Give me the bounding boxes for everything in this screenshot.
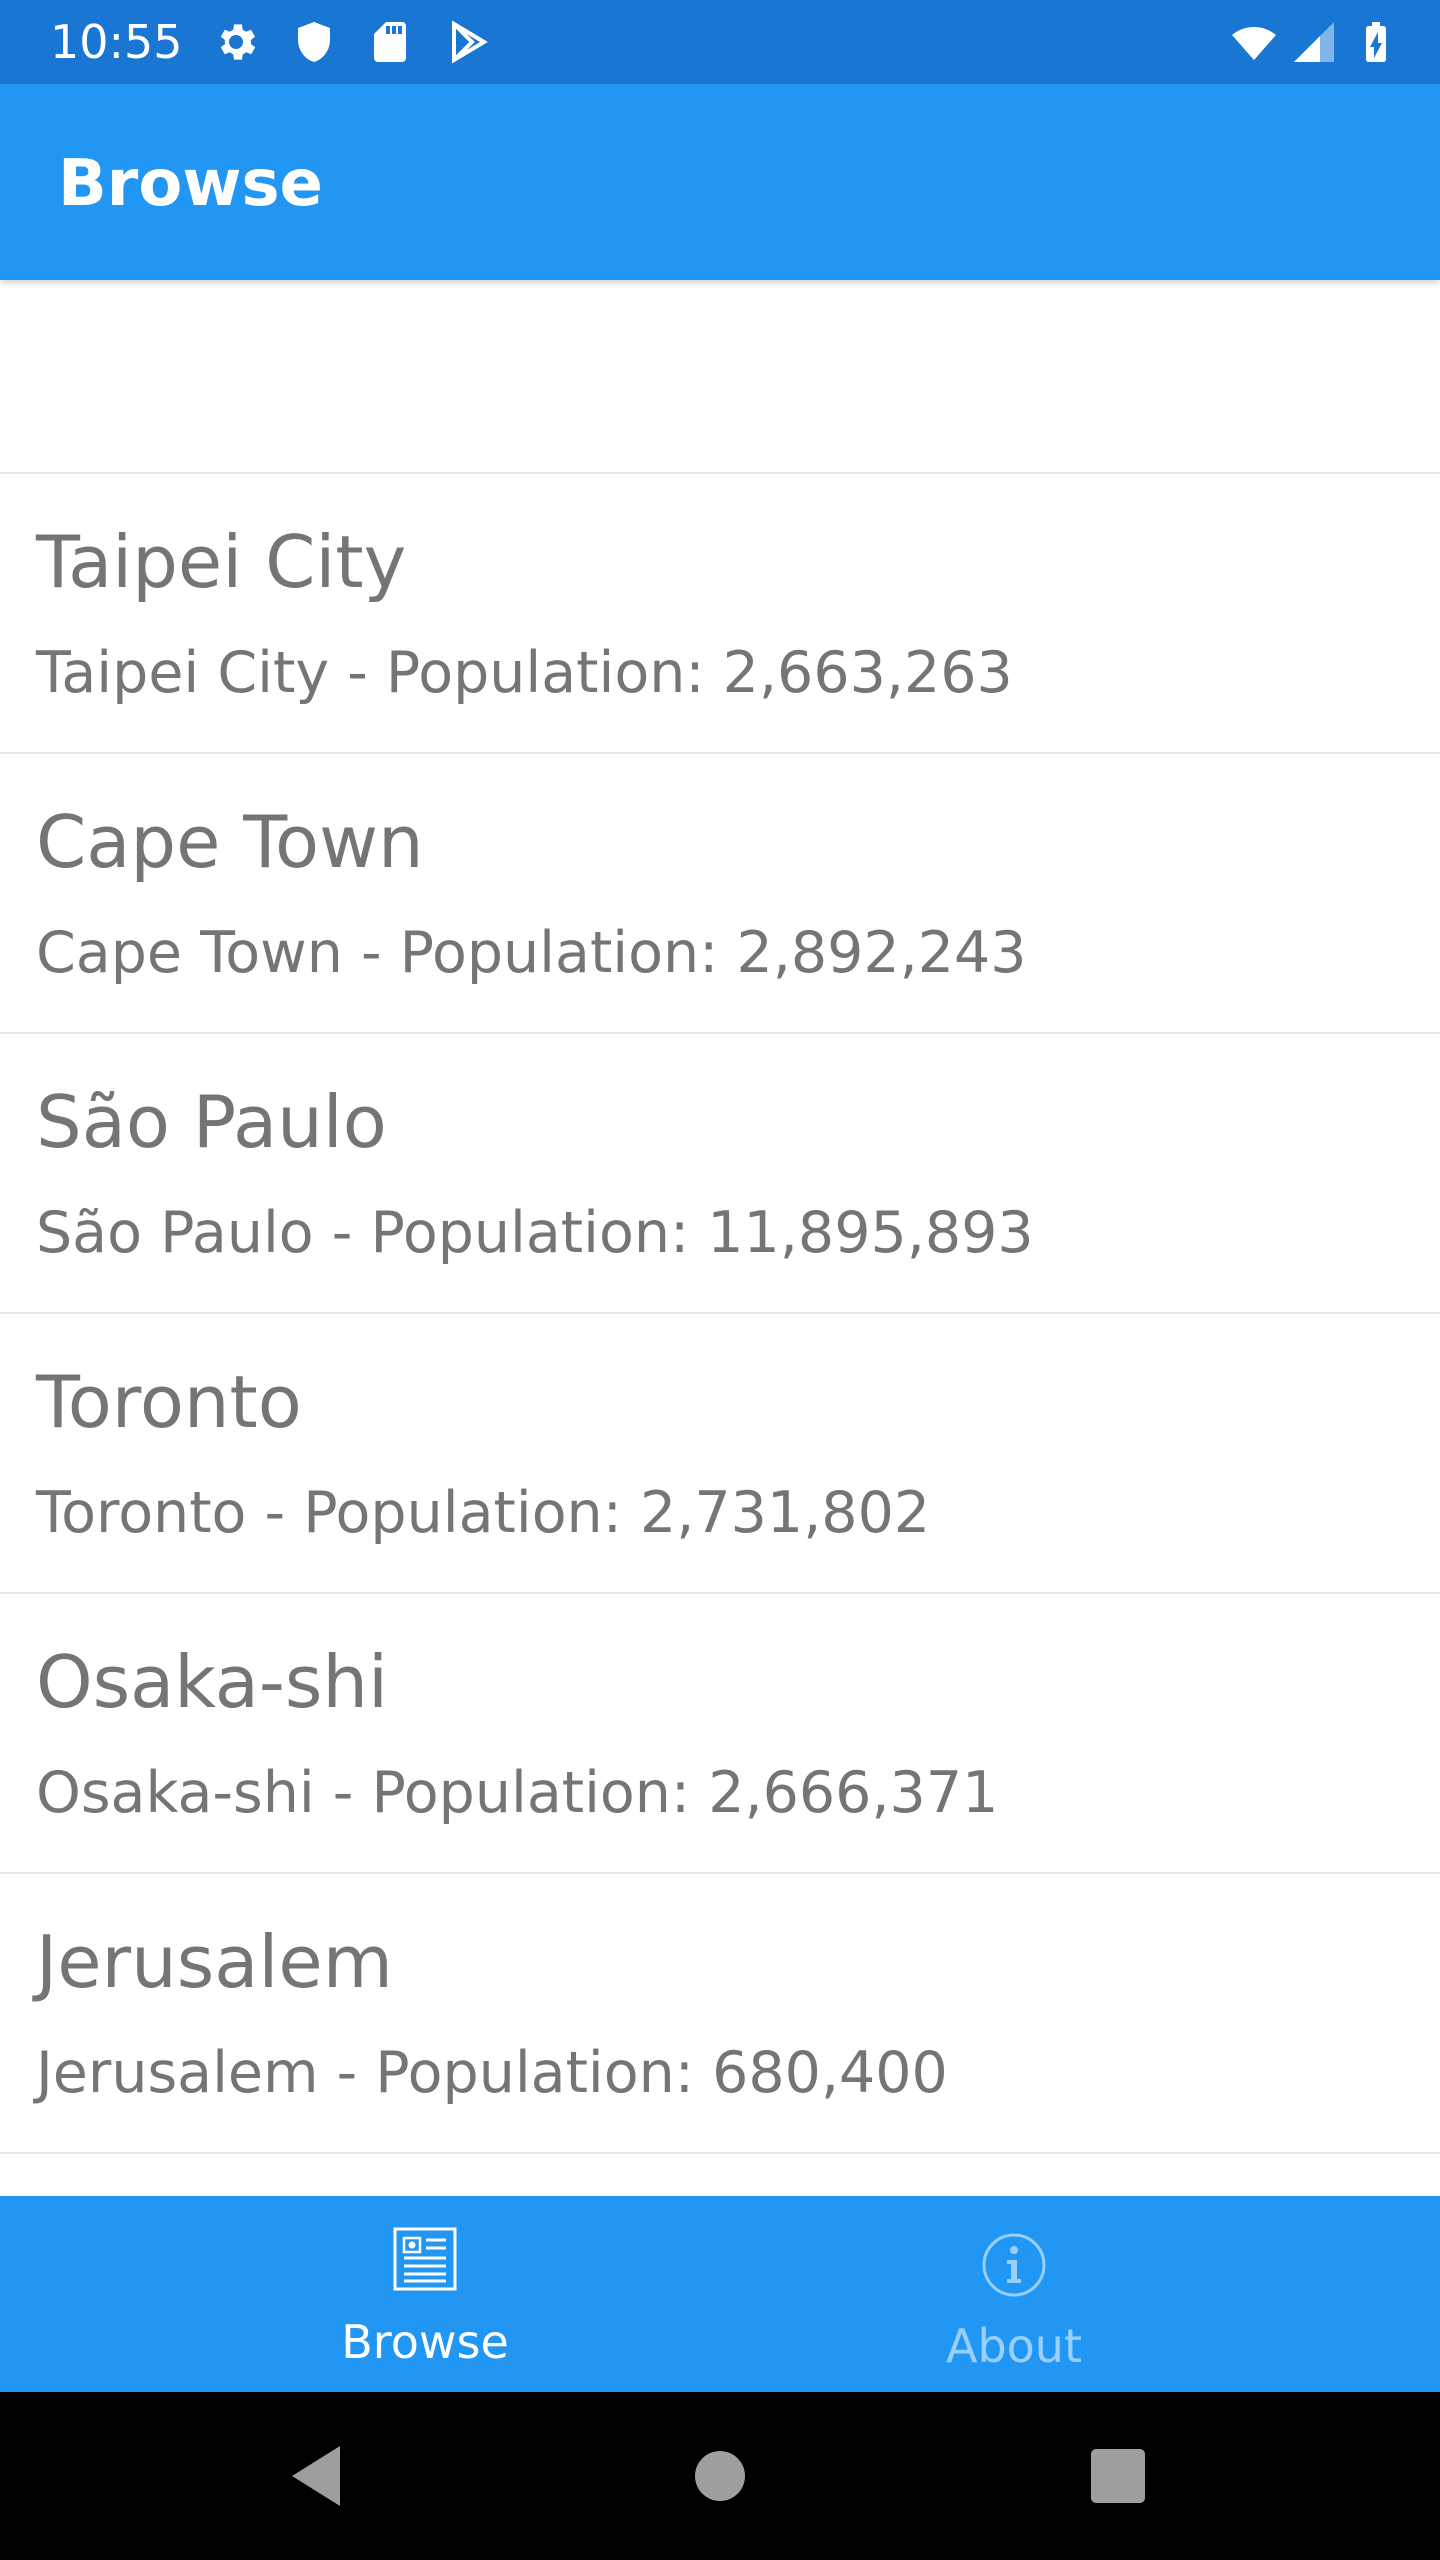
item-detail: Toronto - Population: 2,731,802 — [36, 1480, 931, 1546]
wifi-icon — [1232, 27, 1276, 60]
page-title: Browse — [58, 147, 323, 221]
item-detail: Osaka-shi - Population: 2,666,371 — [36, 1760, 999, 1826]
list-item[interactable]: Cape Town Cape Town - Population: 2,892,… — [0, 754, 1440, 1034]
item-title: Osaka-shi — [36, 1640, 388, 1724]
item-title: São Paulo — [36, 1080, 387, 1164]
battery-charging-icon — [1366, 22, 1386, 62]
item-title: Toronto — [36, 1360, 302, 1444]
list-item[interactable]: Toronto Toronto - Population: 2,731,802 — [0, 1314, 1440, 1594]
cell-signal-icon — [1294, 22, 1334, 62]
tab-browse[interactable]: Browse — [65, 2196, 785, 2392]
sd-card-icon — [374, 22, 406, 62]
item-title: Taipei City — [36, 520, 407, 604]
tab-about-label: About — [945, 2319, 1082, 2373]
play-store-icon — [452, 20, 488, 64]
list-item[interactable]: São Paulo São Paulo - Population: 11,895… — [0, 1034, 1440, 1314]
shield-icon — [298, 22, 330, 62]
gear-icon — [220, 24, 256, 60]
item-title: Cape Town — [36, 800, 424, 884]
item-title: Jerusalem — [36, 1920, 393, 2004]
status-time: 10:55 — [50, 15, 183, 69]
city-list[interactable]: Taipei City Taipei City - Population: 2,… — [0, 280, 1440, 2196]
list-header — [0, 280, 1440, 474]
recents-icon[interactable] — [1074, 2432, 1162, 2520]
status-bar: 10:55 — [0, 0, 1440, 84]
home-icon[interactable] — [676, 2432, 764, 2520]
item-detail: Taipei City - Population: 2,663,263 — [36, 640, 1013, 706]
list-item[interactable]: Taipei City Taipei City - Population: 2,… — [0, 474, 1440, 754]
back-icon[interactable] — [272, 2432, 360, 2520]
tab-about[interactable]: About — [654, 2196, 1374, 2392]
browse-icon — [393, 2227, 457, 2291]
app-bar: Browse — [0, 84, 1440, 280]
list-item[interactable]: Osaka-shi Osaka-shi - Population: 2,666,… — [0, 1594, 1440, 1874]
item-detail: Cape Town - Population: 2,892,243 — [36, 920, 1027, 986]
bottom-tab-bar: Browse About — [0, 2196, 1440, 2392]
list-item[interactable]: Jerusalem Jerusalem - Population: 680,40… — [0, 1874, 1440, 2154]
item-detail: São Paulo - Population: 11,895,893 — [36, 1200, 1034, 1266]
info-icon — [982, 2233, 1046, 2297]
tab-browse-label: Browse — [341, 2315, 509, 2369]
system-nav-bar — [0, 2392, 1440, 2560]
item-detail: Jerusalem - Population: 680,400 — [36, 2040, 948, 2106]
